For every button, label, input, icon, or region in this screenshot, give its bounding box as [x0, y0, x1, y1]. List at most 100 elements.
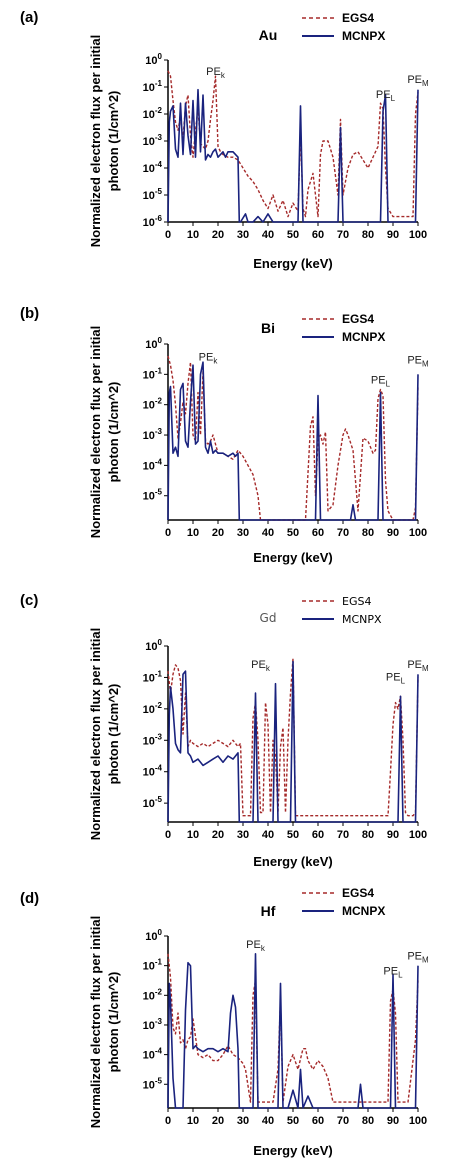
x-axis-label: Energy (keV): [253, 854, 332, 869]
x-tick-label: 40: [262, 1115, 274, 1127]
x-tick-label: 100: [409, 1115, 427, 1127]
x-tick-label: 80: [362, 1115, 374, 1127]
panel-label: (b): [20, 305, 39, 322]
x-tick-label: 50: [287, 229, 299, 241]
x-tick-label: 90: [387, 829, 399, 841]
peak-annotation: PEL: [386, 672, 406, 686]
y-tick-label: 10-4: [143, 1047, 163, 1062]
x-tick-label: 90: [387, 229, 399, 241]
x-tick-label: 30: [237, 1115, 249, 1127]
legend: EGS4 MCNPX: [302, 11, 385, 43]
x-tick-label: 80: [362, 829, 374, 841]
chart-title: Au: [259, 27, 278, 43]
y-tick-label: 10-6: [143, 214, 163, 229]
x-tick-label: 80: [362, 229, 374, 241]
peak-annotation: PEL: [376, 89, 396, 103]
y-tick-label: 10-4: [143, 457, 163, 472]
x-tick-label: 10: [187, 829, 199, 841]
x-tick-label: 0: [165, 229, 171, 241]
x-tick-label: 20: [212, 229, 224, 241]
legend-label: EGS4: [342, 886, 374, 900]
x-tick-label: 10: [187, 229, 199, 241]
y-tick-label: 10-4: [143, 160, 163, 175]
x-tick-label: 90: [387, 527, 399, 539]
x-tick-label: 100: [409, 229, 427, 241]
x-tick-label: 100: [409, 829, 427, 841]
y-tick-label: 10-1: [143, 958, 163, 973]
chart-title: Gd: [260, 611, 277, 625]
x-tick-label: 70: [337, 527, 349, 539]
legend: EGS4 MCNPX: [302, 312, 385, 344]
y-tick-label: 10-5: [143, 795, 163, 810]
y-axis-label-line1: Normalized electron flux per initial: [88, 628, 103, 840]
y-tick-label: 10-4: [143, 764, 163, 779]
chart-title: Hf: [261, 903, 276, 919]
x-tick-label: 0: [165, 829, 171, 841]
x-tick-label: 50: [287, 527, 299, 539]
peak-annotation: PEL: [371, 374, 391, 388]
series-line-egs4: [167, 953, 419, 1103]
x-tick-label: 10: [187, 1115, 199, 1127]
series-line-mcnpx: [167, 952, 419, 1109]
legend-label: MCNPX: [342, 29, 385, 43]
x-tick-label: 20: [212, 1115, 224, 1127]
peak-annotation: PEk: [251, 659, 271, 673]
legend: EGS4 MCNPX: [302, 886, 385, 918]
y-tick-label: 100: [145, 336, 162, 351]
chart-title: Bi: [261, 320, 275, 336]
y-tick-label: 10-1: [143, 79, 163, 94]
x-tick-label: 60: [312, 829, 324, 841]
y-tick-label: 100: [145, 52, 162, 67]
peak-annotation: PEM: [407, 951, 429, 965]
x-tick-label: 100: [409, 527, 427, 539]
y-tick-label: 10-1: [143, 669, 163, 684]
x-tick-label: 0: [165, 527, 171, 539]
y-tick-label: 10-2: [143, 397, 163, 412]
y-tick-label: 10-3: [143, 133, 163, 148]
x-tick-label: 50: [287, 1115, 299, 1127]
x-tick-label: 70: [337, 229, 349, 241]
panel-label: (d): [20, 890, 39, 907]
series-line-egs4: [167, 657, 419, 817]
legend: EGS4 MCNPX: [302, 595, 382, 626]
x-axis-label: Energy (keV): [253, 1143, 332, 1158]
y-tick-label: 10-3: [143, 1017, 163, 1032]
y-tick-label: 10-5: [143, 488, 163, 503]
panel-label: (a): [20, 9, 38, 26]
x-tick-label: 10: [187, 527, 199, 539]
x-tick-label: 40: [262, 229, 274, 241]
x-tick-label: 30: [237, 527, 249, 539]
y-tick-label: 10-2: [143, 106, 163, 121]
y-axis-label-line2: photon (1/cm^2): [106, 382, 121, 483]
x-tick-label: 90: [387, 1115, 399, 1127]
chart-panel-0: (a) Au EGS4 MCNPX 0 10 20 30 40 50 60 70 80 90 100 10-6…: [20, 9, 429, 271]
y-tick-label: 10-3: [143, 732, 163, 747]
x-tick-label: 70: [337, 1115, 349, 1127]
peak-annotation: PEL: [383, 966, 403, 980]
y-axis-label-line1: Normalized electron flux per initial: [88, 326, 103, 538]
y-tick-label: 10-2: [143, 987, 163, 1002]
panel-label: (c): [20, 592, 38, 609]
y-tick-label: 10-2: [143, 701, 163, 716]
x-tick-label: 50: [287, 829, 299, 841]
peak-annotation: PEk: [199, 352, 219, 366]
x-tick-label: 30: [237, 229, 249, 241]
y-tick-label: 10-5: [143, 1076, 163, 1091]
x-tick-label: 30: [237, 829, 249, 841]
x-tick-label: 40: [262, 527, 274, 539]
x-tick-label: 0: [165, 1115, 171, 1127]
x-tick-label: 80: [362, 527, 374, 539]
series-line-mcnpx: [167, 660, 419, 823]
y-axis-label-line2: photon (1/cm^2): [106, 684, 121, 785]
y-tick-label: 100: [145, 928, 162, 943]
x-axis-label: Energy (keV): [253, 550, 332, 565]
series-line-egs4: [167, 355, 419, 521]
x-tick-label: 60: [312, 1115, 324, 1127]
peak-annotation: PEM: [407, 355, 429, 369]
legend-label: EGS4: [342, 312, 374, 326]
series-line-egs4: [167, 70, 419, 218]
chart-panel-1: (b) Bi EGS4 MCNPX 0 10 20 30 40 50 60 70 80 90 100 10-5…: [20, 305, 429, 565]
y-tick-label: 10-1: [143, 366, 163, 381]
peak-annotation: PEk: [206, 66, 226, 80]
